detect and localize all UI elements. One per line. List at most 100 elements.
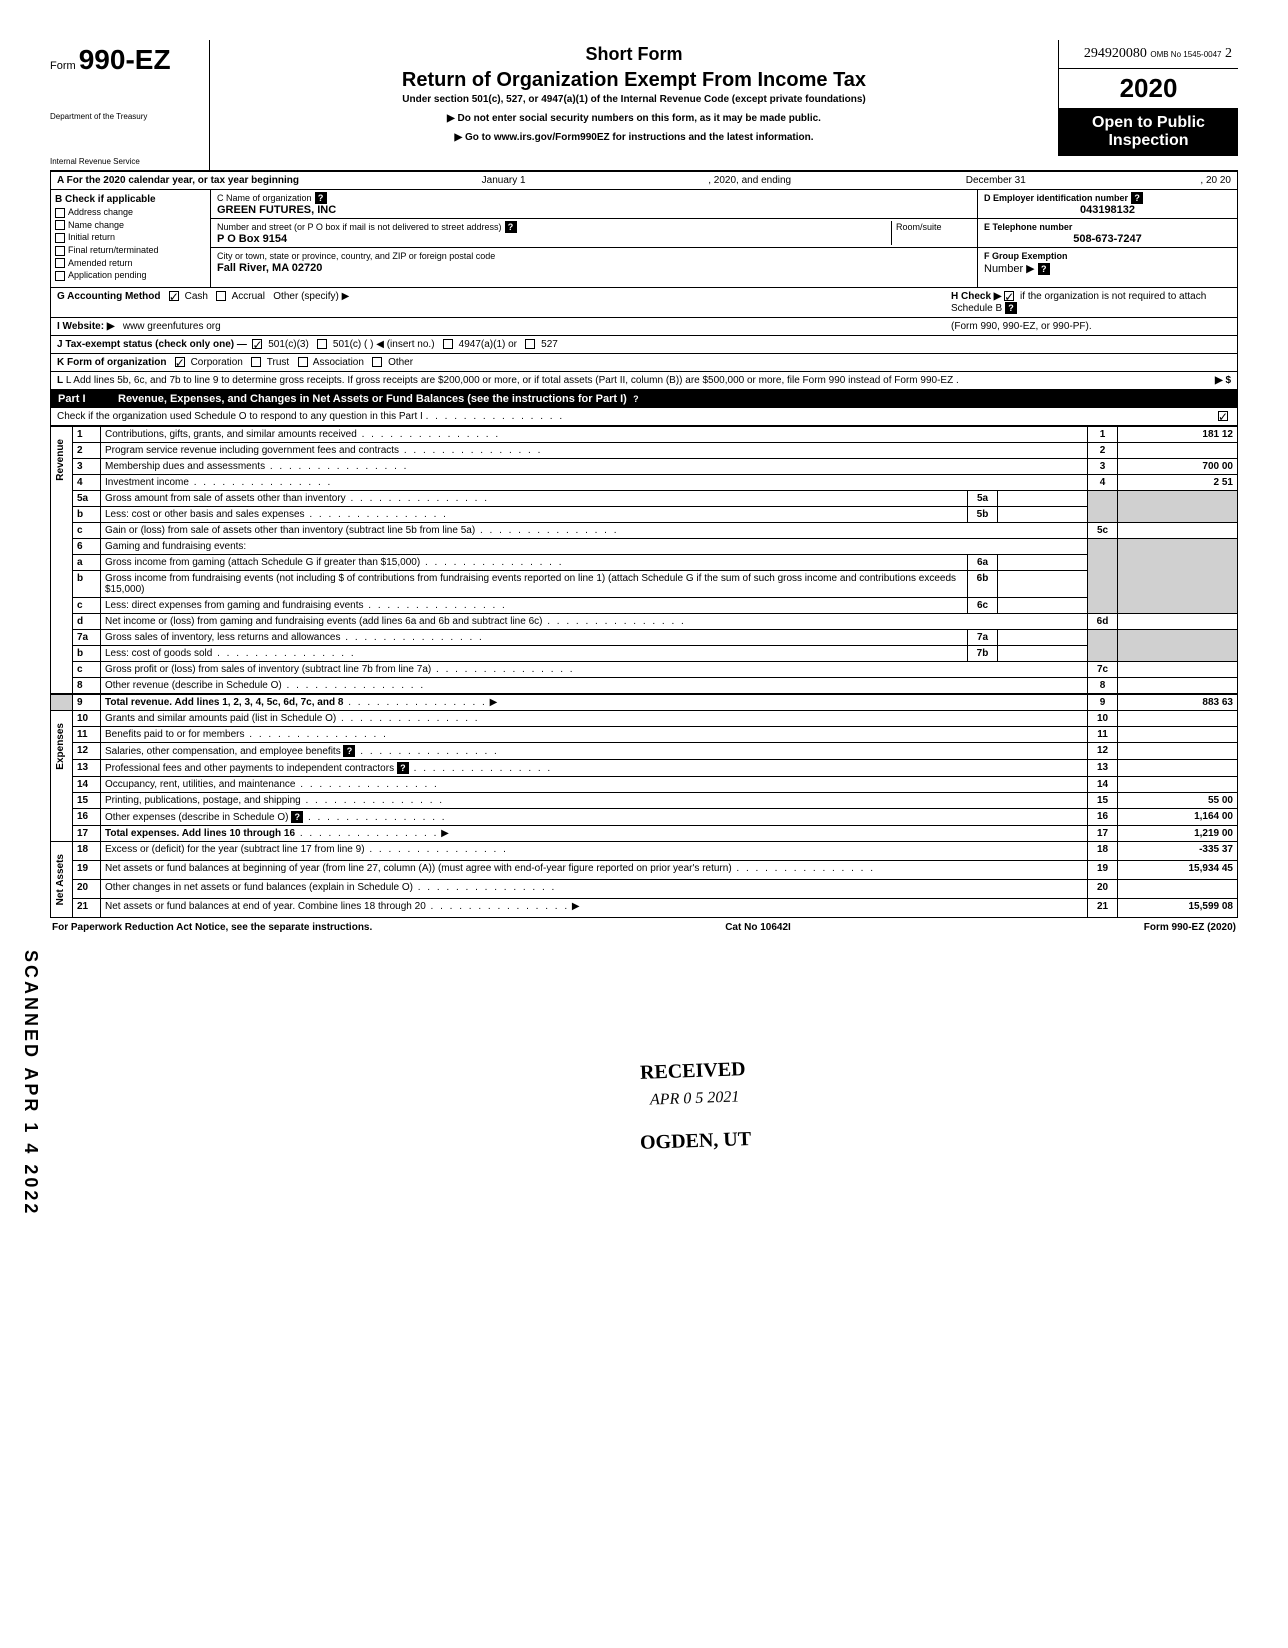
- line-12-desc: Salaries, other compensation, and employ…: [105, 746, 341, 757]
- dept-treasury: Department of the Treasury: [50, 112, 203, 121]
- chk-association[interactable]: [298, 357, 308, 367]
- section-a-label: A For the 2020 calendar year, or tax yea…: [57, 175, 299, 186]
- omb-box: 294920080 OMB No 1545-0047 2 2020 Open t…: [1058, 40, 1238, 156]
- part-i-header: Part I Revenue, Expenses, and Changes in…: [50, 390, 1238, 408]
- line-3-desc: Membership dues and assessments: [105, 461, 408, 472]
- ogden-stamp: OGDEN, UT: [640, 1128, 752, 1155]
- line-2-amount: [1118, 442, 1238, 458]
- form-header: Form 990-EZ Department of the Treasury I…: [50, 40, 1238, 172]
- part-i-number: Part I: [58, 393, 118, 405]
- help-icon[interactable]: ?: [315, 192, 327, 204]
- line-l-arrow: ▶ $: [1131, 375, 1231, 386]
- net-assets-side-label: Net Assets: [51, 841, 73, 917]
- line-18-desc: Excess or (deficit) for the year (subtra…: [105, 844, 508, 855]
- chk-accrual[interactable]: [216, 291, 226, 301]
- row-l: L L Add lines 5b, 6c, and 7b to line 9 t…: [50, 372, 1238, 390]
- chk-4947[interactable]: [443, 339, 453, 349]
- line-3-amount: 700 00: [1118, 458, 1238, 474]
- chk-application-pending[interactable]: [55, 271, 65, 281]
- chk-final-return[interactable]: [55, 246, 65, 256]
- line-9-amount: 883 63: [1118, 694, 1238, 711]
- line-7c-amount: [1118, 661, 1238, 677]
- open-to-public: Open to Public Inspection: [1059, 108, 1238, 156]
- line-7c-desc: Gross profit or (loss) from sales of inv…: [105, 664, 575, 675]
- chk-501c[interactable]: [317, 339, 327, 349]
- chk-address-change[interactable]: [55, 208, 65, 218]
- chk-other-org[interactable]: [372, 357, 382, 367]
- help-icon[interactable]: ?: [1131, 192, 1143, 204]
- section-a-row: A For the 2020 calendar year, or tax yea…: [50, 172, 1238, 190]
- line-5c-desc: Gain or (loss) from sale of assets other…: [105, 525, 619, 536]
- form-org-label: K Form of organization: [57, 357, 166, 368]
- line-19-desc: Net assets or fund balances at beginning…: [105, 863, 875, 874]
- line-4-amount: 2 51: [1118, 474, 1238, 490]
- chk-cash[interactable]: [169, 291, 179, 301]
- title-box: Short Form Return of Organization Exempt…: [210, 40, 1058, 147]
- line-7b-desc: Less: cost of goods sold: [105, 648, 356, 659]
- line-12-amount: [1118, 742, 1238, 759]
- line-6d-amount: [1118, 613, 1238, 629]
- short-form-label: Short Form: [220, 44, 1048, 65]
- line-6d-desc: Net income or (loss) from gaming and fun…: [105, 616, 686, 627]
- chk-trust[interactable]: [251, 357, 261, 367]
- accounting-method-label: G Accounting Method: [57, 291, 161, 302]
- tax-year-end: December 31: [791, 175, 1200, 186]
- omb-handwritten: 294920080: [1084, 46, 1147, 61]
- row-j: J Tax-exempt status (check only one) — 5…: [50, 336, 1238, 354]
- form-number-box: Form 990-EZ Department of the Treasury I…: [50, 40, 210, 170]
- part-i-title: Revenue, Expenses, and Changes in Net As…: [118, 393, 1230, 405]
- expenses-side-label: Expenses: [51, 710, 73, 841]
- line-2-desc: Program service revenue including govern…: [105, 445, 542, 456]
- line-20-desc: Other changes in net assets or fund bala…: [105, 882, 556, 893]
- ein-value: 043198132: [984, 204, 1231, 216]
- help-icon[interactable]: ?: [630, 393, 642, 405]
- omb-suffix: 2: [1225, 46, 1232, 61]
- chk-amended-return[interactable]: [55, 258, 65, 268]
- line-6c-desc: Less: direct expenses from gaming and fu…: [105, 600, 507, 611]
- line-6-desc: Gaming and fundraising events:: [101, 538, 1088, 554]
- chk-schedule-b[interactable]: [1004, 291, 1014, 301]
- line-21-desc: Net assets or fund balances at end of ye…: [105, 901, 426, 912]
- chk-501c3[interactable]: [252, 339, 262, 349]
- line-5b-desc: Less: cost or other basis and sales expe…: [105, 509, 448, 520]
- main-title: Return of Organization Exempt From Incom…: [220, 69, 1048, 92]
- line-14-amount: [1118, 776, 1238, 792]
- section-def: D Employer identification number ? 04319…: [977, 190, 1237, 287]
- line-11-desc: Benefits paid to or for members: [105, 729, 388, 740]
- row-k: K Form of organization Corporation Trust…: [50, 354, 1238, 372]
- group-exemption-label: F Group Exemption: [984, 251, 1068, 261]
- help-icon[interactable]: ?: [397, 762, 409, 774]
- room-label: Room/suite: [896, 222, 942, 232]
- line-19-amount: 15,934 45: [1118, 860, 1238, 879]
- line-6a-desc: Gross income from gaming (attach Schedul…: [105, 557, 564, 568]
- line-4-desc: Investment income: [105, 477, 332, 488]
- chk-name-change[interactable]: [55, 220, 65, 230]
- line-17-desc: Total expenses. Add lines 10 through 16: [105, 828, 295, 839]
- row-i: I Website: ▶ www greenfutures org (Form …: [50, 318, 1238, 336]
- help-icon[interactable]: ?: [291, 811, 303, 823]
- help-icon[interactable]: ?: [343, 745, 355, 757]
- line-10-amount: [1118, 710, 1238, 726]
- section-b-header: B Check if applicable: [55, 194, 206, 205]
- chk-corporation[interactable]: [175, 357, 185, 367]
- chk-527[interactable]: [525, 339, 535, 349]
- line-16-desc: Other expenses (describe in Schedule O): [105, 812, 288, 823]
- part-i-check-text: Check if the organization used Schedule …: [57, 411, 423, 422]
- help-icon[interactable]: ?: [1038, 263, 1050, 275]
- part-i-check-row: Check if the organization used Schedule …: [50, 408, 1238, 426]
- line-5a-desc: Gross amount from sale of assets other t…: [105, 493, 489, 504]
- help-icon[interactable]: ?: [505, 221, 517, 233]
- form-prefix: Form: [50, 60, 76, 72]
- chk-initial-return[interactable]: [55, 233, 65, 243]
- received-stamp: RECEIVED: [640, 1058, 746, 1085]
- org-name: GREEN FUTURES, INC: [217, 204, 336, 216]
- phone-label: E Telephone number: [984, 222, 1072, 232]
- line-13-desc: Professional fees and other payments to …: [105, 763, 394, 774]
- footer-mid: Cat No 10642I: [725, 922, 791, 933]
- line-5c-amount: [1118, 522, 1238, 538]
- tax-exempt-label: J Tax-exempt status (check only one) —: [57, 339, 247, 350]
- city-label: City or town, state or province, country…: [217, 251, 495, 261]
- chk-schedule-o[interactable]: [1218, 411, 1228, 421]
- scanned-stamp: SCANNED APR 1 4 2022: [20, 950, 41, 1216]
- line-13-amount: [1118, 759, 1238, 776]
